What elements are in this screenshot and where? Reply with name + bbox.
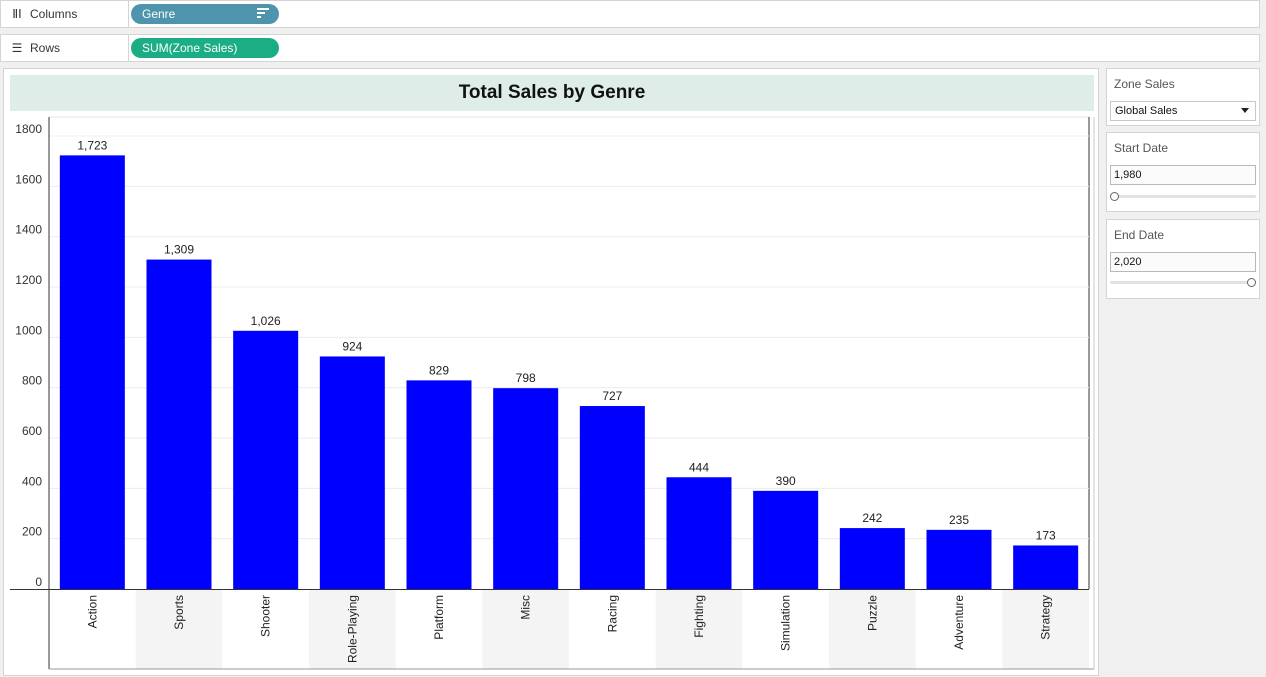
x-category-label: Action xyxy=(85,595,99,628)
rows-shelf-label: ☰ Rows xyxy=(1,35,129,61)
y-tick-label: 200 xyxy=(22,525,42,539)
bar-sports[interactable] xyxy=(146,259,212,589)
y-tick-label: 1000 xyxy=(15,323,42,337)
bar-role-playing[interactable] xyxy=(319,356,385,589)
chart-title: Total Sales by Genre xyxy=(10,75,1094,111)
bar-value-label: 173 xyxy=(1036,528,1056,542)
bar-strategy[interactable] xyxy=(1013,545,1079,589)
category-band xyxy=(135,590,223,669)
rows-label: Rows xyxy=(30,41,61,55)
y-tick-label: 1200 xyxy=(15,273,42,287)
bar-value-label: 798 xyxy=(516,371,536,385)
end-date-input[interactable]: 2,020 xyxy=(1110,252,1256,272)
category-band xyxy=(309,590,396,669)
worksheet-view[interactable]: Total Sales by Genre 0 200 400 600 800 1000 12… xyxy=(3,68,1099,676)
x-category-label: Misc xyxy=(519,595,533,620)
x-category-label: Racing xyxy=(605,595,619,632)
bar-action[interactable] xyxy=(59,155,125,589)
bar-value-label: 390 xyxy=(776,474,796,488)
category-band xyxy=(655,590,743,669)
zone-sales-dropdown[interactable]: Global Sales xyxy=(1110,101,1256,121)
y-tick-label: 0 xyxy=(35,575,42,589)
x-category-label: Strategy xyxy=(1039,595,1053,640)
rows-icon: ☰ xyxy=(11,41,23,55)
zone-sales-filter-title: Zone Sales xyxy=(1114,77,1175,91)
category-band xyxy=(482,590,569,669)
bar-shooter[interactable] xyxy=(233,330,299,589)
bar-value-label: 727 xyxy=(602,389,622,403)
bar-platform[interactable] xyxy=(406,380,472,589)
bar-simulation[interactable] xyxy=(753,490,819,589)
start-date-slider-track[interactable] xyxy=(1110,192,1256,201)
x-category-label: Platform xyxy=(432,595,446,640)
bar-value-label: 829 xyxy=(429,363,449,377)
bar-value-label: 1,309 xyxy=(164,243,194,257)
sum-zone-sales-pill[interactable]: SUM(Zone Sales) xyxy=(131,38,279,58)
bar-misc[interactable] xyxy=(493,388,559,589)
columns-icon: ⅡⅠ xyxy=(12,7,22,21)
bar-value-label: 924 xyxy=(342,339,362,353)
y-tick-label: 1600 xyxy=(15,172,42,186)
start-date-filter: Start Date 1,980 xyxy=(1106,132,1260,212)
category-band xyxy=(1002,590,1089,669)
start-date-filter-title: Start Date xyxy=(1114,141,1169,155)
start-date-input[interactable]: 1,980 xyxy=(1110,165,1256,185)
bar-value-label: 444 xyxy=(689,460,709,474)
zone-sales-selected: Global Sales xyxy=(1115,105,1178,117)
y-tick-label: 1800 xyxy=(15,122,42,136)
x-category-label: Shooter xyxy=(259,595,273,637)
genre-pill[interactable]: Genre xyxy=(131,4,279,24)
end-date-slider-track[interactable] xyxy=(1110,278,1256,287)
bar-value-label: 1,026 xyxy=(251,314,281,328)
sum-zone-sales-pill-label: SUM(Zone Sales) xyxy=(142,41,238,55)
genre-pill-label: Genre xyxy=(142,7,176,21)
x-category-label: Sports xyxy=(172,595,186,630)
start-date-slider-handle[interactable] xyxy=(1110,192,1119,201)
y-tick-label: 600 xyxy=(22,424,42,438)
y-tick-label: 800 xyxy=(22,374,42,388)
end-date-filter: End Date 2,020 xyxy=(1106,219,1260,299)
bar-puzzle[interactable] xyxy=(839,528,905,589)
category-band xyxy=(829,590,916,669)
rows-shelf[interactable]: ☰ Rows SUM(Zone Sales) xyxy=(0,34,1260,62)
x-category-label: Puzzle xyxy=(865,595,879,631)
x-category-label: Role-Playing xyxy=(345,595,359,663)
columns-label: Columns xyxy=(30,7,78,21)
y-tick-label: 400 xyxy=(22,474,42,488)
bar-value-label: 235 xyxy=(949,513,969,527)
bar-fighting[interactable] xyxy=(666,477,732,589)
bar-value-label: 242 xyxy=(862,511,882,525)
chevron-down-icon[interactable] xyxy=(1241,108,1249,113)
x-category-label: Simulation xyxy=(779,595,793,651)
x-category-label: Fighting xyxy=(692,595,706,638)
y-tick-label: 1400 xyxy=(15,223,42,237)
sort-descending-icon[interactable] xyxy=(257,8,269,20)
bar-chart[interactable]: 0 200 400 600 800 1000 1200 1400 1600 1800 1,723 Ac… xyxy=(4,69,1100,677)
columns-shelf[interactable]: ⅡⅠ Columns Genre xyxy=(0,0,1260,28)
end-date-filter-title: End Date xyxy=(1114,228,1165,242)
x-category-label: Adventure xyxy=(952,595,966,650)
zone-sales-filter: Zone Sales Global Sales xyxy=(1106,68,1260,126)
bar-adventure[interactable] xyxy=(926,529,992,589)
bar-racing[interactable] xyxy=(579,406,645,589)
bar-value-label: 1,723 xyxy=(77,138,107,152)
columns-shelf-label: ⅡⅠ Columns xyxy=(1,1,129,27)
end-date-slider-handle[interactable] xyxy=(1247,278,1256,287)
